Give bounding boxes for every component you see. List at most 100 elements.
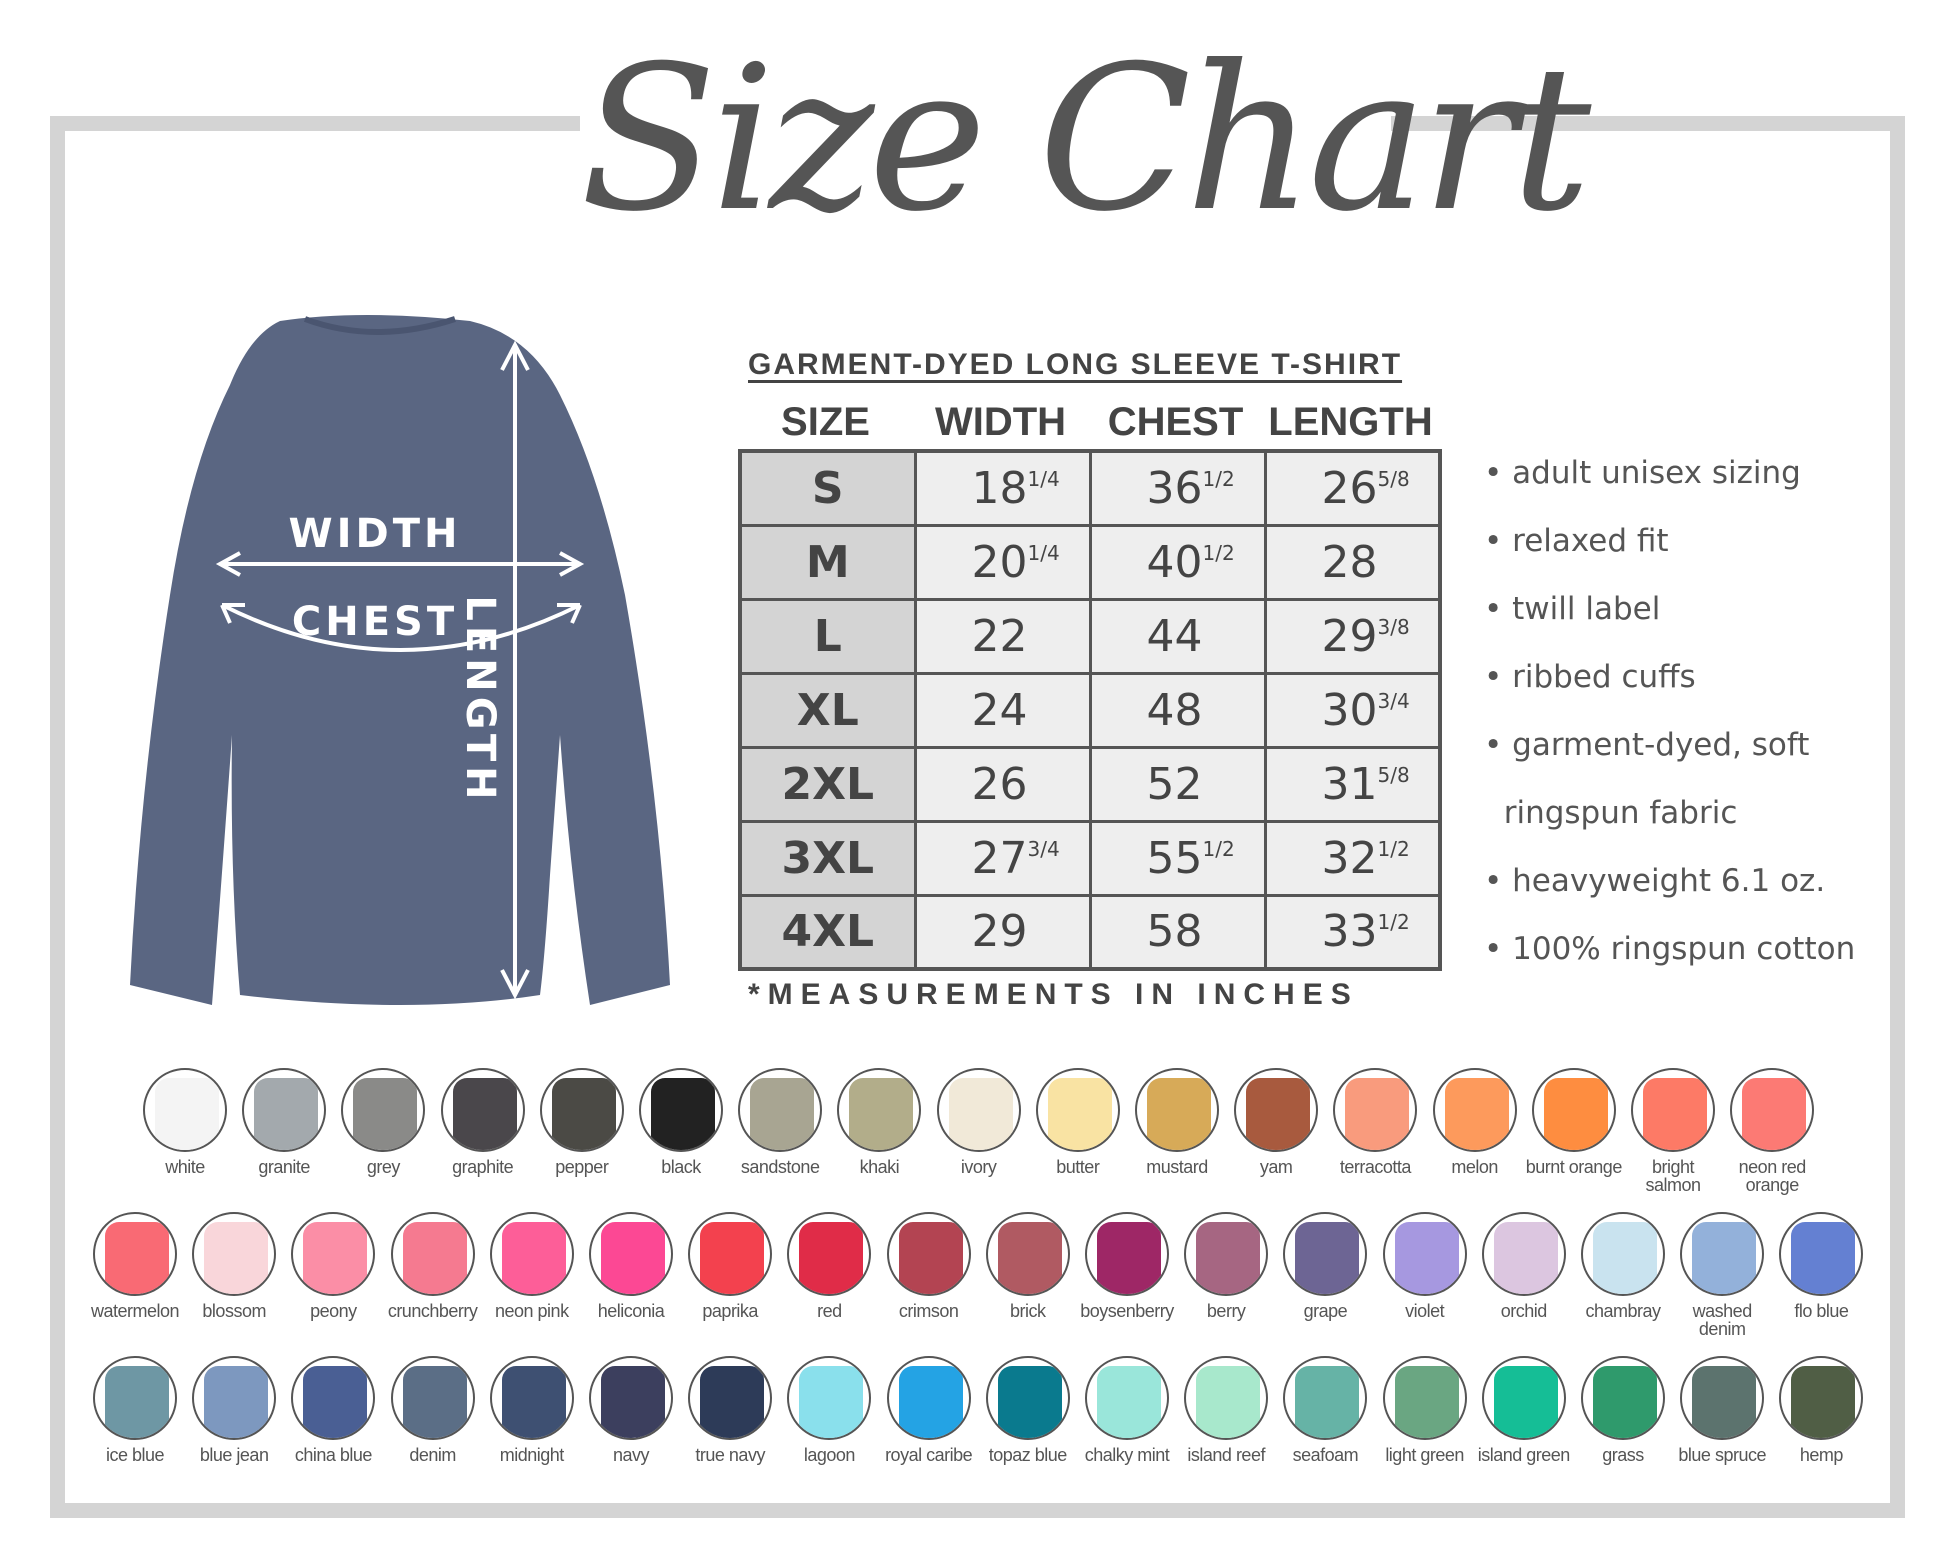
color-swatch-seafoam bbox=[1283, 1356, 1368, 1440]
color-swatch-royal-caribe bbox=[886, 1356, 971, 1440]
feature-item: • adult unisex sizing bbox=[1484, 455, 1801, 491]
color-label: flo blue bbox=[1794, 1301, 1849, 1321]
feature-item: ringspun fabric bbox=[1484, 795, 1738, 831]
color-swatch-hemp bbox=[1779, 1356, 1864, 1440]
width-cell: 26 bbox=[913, 745, 1092, 823]
color-label: watermelon bbox=[90, 1301, 180, 1321]
length-cell: 28 bbox=[1263, 523, 1442, 601]
color-swatch-yam bbox=[1234, 1068, 1319, 1152]
feature-list: • adult unisex sizing • relaxed fit • tw… bbox=[1484, 455, 1855, 999]
color-swatch-sandstone bbox=[738, 1068, 823, 1152]
frame-top-left bbox=[50, 116, 580, 131]
page-title: Size Chart bbox=[580, 23, 1591, 256]
chest-cell: 401/2 bbox=[1088, 523, 1267, 601]
col-width: WIDTH bbox=[934, 400, 1067, 444]
color-swatch-melon bbox=[1432, 1068, 1517, 1152]
color-swatch-blue-jean bbox=[192, 1356, 277, 1440]
color-swatch-white bbox=[143, 1068, 227, 1152]
color-label: grass bbox=[1602, 1445, 1644, 1465]
width-cell: 181/4 bbox=[913, 449, 1092, 527]
color-label: brick bbox=[1010, 1301, 1046, 1321]
color-label: boysenberry bbox=[1080, 1301, 1174, 1321]
color-swatch-ivory bbox=[936, 1068, 1021, 1152]
frame-border bbox=[50, 116, 1905, 1518]
color-swatch-peony bbox=[291, 1212, 376, 1296]
color-swatch-light-green bbox=[1382, 1356, 1467, 1440]
color-swatch-topaz-blue bbox=[985, 1356, 1070, 1440]
color-label: sandstone bbox=[740, 1157, 820, 1177]
length-cell: 331/2 bbox=[1263, 893, 1442, 971]
color-label: butter bbox=[1056, 1157, 1100, 1177]
color-swatch-khaki bbox=[837, 1068, 922, 1152]
chest-cell: 551/2 bbox=[1088, 819, 1267, 897]
color-swatch-blue-spruce bbox=[1680, 1356, 1765, 1440]
color-swatch-washed-denim bbox=[1680, 1212, 1765, 1296]
color-label: paprika bbox=[702, 1301, 758, 1321]
color-swatch-true-navy bbox=[688, 1356, 773, 1440]
color-swatch-navy bbox=[589, 1356, 673, 1440]
size-cell: 2XL bbox=[738, 745, 917, 823]
length-cell: 293/8 bbox=[1263, 597, 1442, 675]
length-cell: 303/4 bbox=[1263, 671, 1442, 749]
color-label: graphite bbox=[452, 1157, 514, 1177]
color-label: neon pink bbox=[495, 1301, 569, 1321]
color-label: ivory bbox=[960, 1157, 997, 1177]
color-swatch-midnight bbox=[489, 1356, 574, 1440]
length-cell: 265/8 bbox=[1263, 449, 1442, 527]
width-cell: 201/4 bbox=[913, 523, 1092, 601]
color-label: grape bbox=[1303, 1301, 1348, 1321]
color-swatch-paprika bbox=[688, 1212, 773, 1296]
col-length: LENGTH bbox=[1268, 400, 1433, 444]
chest-label: CHEST bbox=[292, 599, 458, 645]
color-label: violet bbox=[1405, 1301, 1445, 1321]
color-swatch-violet bbox=[1382, 1212, 1467, 1296]
color-label: topaz blue bbox=[988, 1445, 1068, 1465]
color-label: midnight bbox=[499, 1445, 565, 1465]
color-label: navy bbox=[612, 1445, 650, 1465]
color-label: granite bbox=[258, 1157, 310, 1177]
length-cell: 315/8 bbox=[1263, 745, 1442, 823]
feature-item: • ribbed cuffs bbox=[1484, 659, 1696, 695]
color-label: melon bbox=[1451, 1157, 1498, 1177]
color-swatch-china-blue bbox=[291, 1356, 376, 1440]
width-cell: 24 bbox=[913, 671, 1092, 749]
color-label: bright salmon bbox=[1645, 1157, 1701, 1195]
table-row: 4XL 29 58 331/2 bbox=[738, 893, 1442, 971]
chest-cell: 44 bbox=[1088, 597, 1267, 675]
table-row: 2XL 26 52 315/8 bbox=[738, 745, 1442, 823]
feature-item: • heavyweight 6.1 oz. bbox=[1484, 863, 1826, 899]
color-swatch-butter bbox=[1035, 1068, 1120, 1152]
color-swatch-chalky-mint bbox=[1085, 1356, 1169, 1440]
width-cell: 29 bbox=[913, 893, 1092, 971]
shirt-diagram: WIDTH CHEST LENGTH bbox=[130, 315, 670, 1005]
color-swatch-berry bbox=[1184, 1212, 1269, 1296]
color-swatch-island-green bbox=[1481, 1356, 1566, 1440]
color-label: pepper bbox=[555, 1157, 609, 1177]
color-swatch-blossom bbox=[192, 1212, 277, 1296]
color-label: light green bbox=[1385, 1445, 1464, 1465]
chest-cell: 48 bbox=[1088, 671, 1267, 749]
color-swatch-denim bbox=[390, 1356, 475, 1440]
color-swatch-ice-blue bbox=[93, 1356, 177, 1440]
color-label: ice blue bbox=[105, 1445, 165, 1465]
width-label: WIDTH bbox=[289, 511, 462, 557]
color-label: heliconia bbox=[597, 1301, 665, 1321]
size-cell: M bbox=[738, 523, 917, 601]
col-size: SIZE bbox=[781, 400, 870, 444]
color-swatch-chambray bbox=[1581, 1212, 1665, 1296]
frame-top-right bbox=[1391, 116, 1905, 131]
color-swatch-grape bbox=[1283, 1212, 1368, 1296]
color-label: island green bbox=[1477, 1445, 1571, 1465]
shirt-image bbox=[130, 315, 670, 1005]
color-swatch-heliconia bbox=[589, 1212, 673, 1296]
color-swatch-neon-pink bbox=[489, 1212, 574, 1296]
color-label: crimson bbox=[898, 1301, 959, 1321]
chest-cell: 58 bbox=[1088, 893, 1267, 971]
color-label: burnt orange bbox=[1525, 1157, 1623, 1177]
color-swatch-mustard bbox=[1135, 1068, 1219, 1152]
color-label: peony bbox=[310, 1301, 357, 1321]
color-swatch-pepper bbox=[539, 1068, 624, 1152]
size-cell: 3XL bbox=[738, 819, 917, 897]
length-label: LENGTH bbox=[457, 595, 503, 804]
color-swatch-neon-red-orange bbox=[1730, 1068, 1815, 1152]
